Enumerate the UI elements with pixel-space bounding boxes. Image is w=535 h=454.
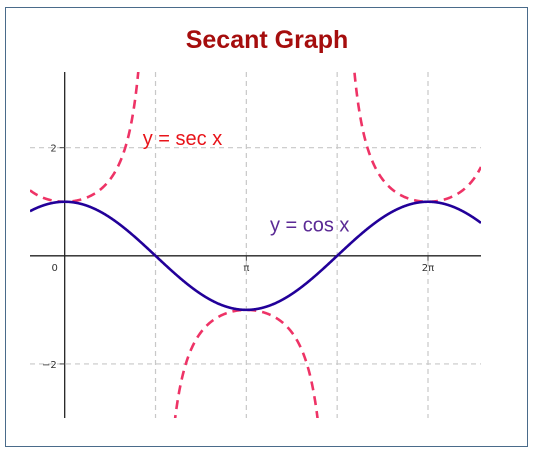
cos-curve — [30, 200, 481, 312]
x-tick-label: π — [243, 263, 249, 274]
tick-labels: 0 π 2π 2 −2 — [42, 144, 434, 371]
y-tick-label: 2 — [50, 144, 56, 155]
axes — [30, 72, 481, 418]
series-label-0: y = sec x — [143, 128, 222, 150]
chart-frame — [5, 7, 528, 447]
grid — [30, 72, 481, 418]
series-labels: y = sec x y = cos x — [143, 128, 350, 237]
x-tick-label: 0 — [52, 263, 58, 274]
chart-title: Secant Graph — [186, 26, 349, 54]
x-tick-label: 2π — [422, 263, 434, 274]
plot-area — [30, 72, 481, 418]
y-tick-label: −2 — [42, 360, 57, 371]
series-label-1: y = cos x — [270, 214, 349, 236]
sec-curve — [30, 72, 481, 418]
